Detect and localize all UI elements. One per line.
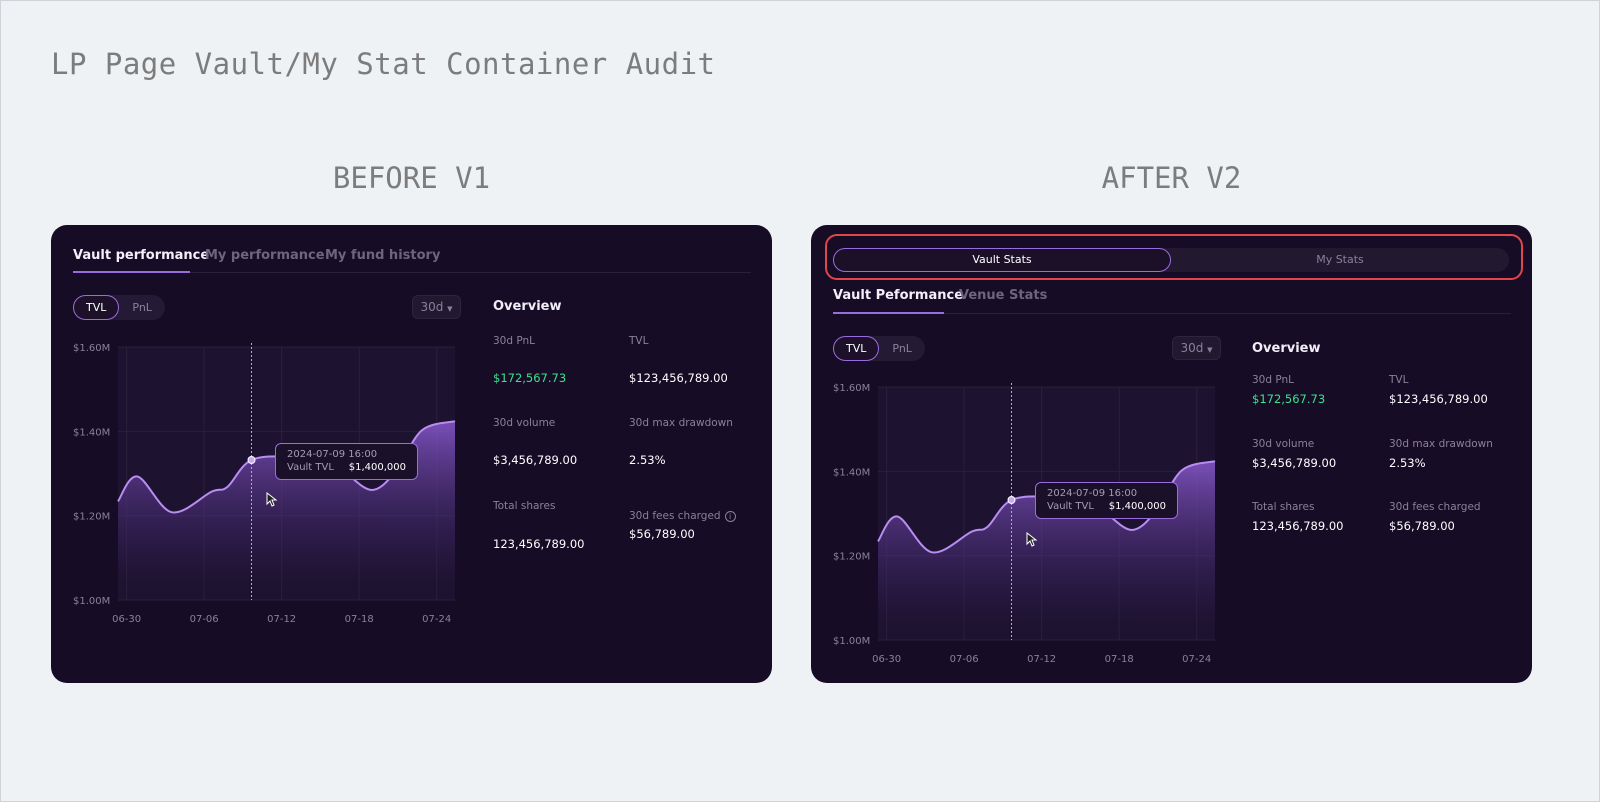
before-stat-container: Vault performance My performance My fund… [51, 225, 772, 683]
tooltip-value: $1,400,000 [348, 462, 406, 473]
toggle-pnl[interactable]: PnL [132, 301, 152, 314]
chart-tooltip: 2024-07-09 16:00 Vault TVL $1,400,000 [275, 443, 418, 480]
y-tick-label: $1.60M [73, 343, 110, 354]
x-tick-label: 07-18 [1105, 654, 1134, 665]
stats-segmented-control: Vault Stats My Stats [833, 248, 1509, 272]
tooltip-value: $1,400,000 [1108, 501, 1166, 512]
tab-divider [73, 272, 751, 273]
stat-value-tvl: $123,456,789.00 [629, 371, 728, 385]
overview-title: Overview [493, 299, 562, 314]
stat-label: Total shares [493, 500, 556, 512]
active-tab-indicator [833, 312, 944, 314]
range-value: 30d [420, 300, 444, 314]
stat-value-shares: 123,456,789.00 [1252, 519, 1344, 533]
y-tick-label: $1.00M [833, 636, 870, 647]
tooltip-date: 2024-07-09 16:00 [287, 449, 378, 460]
stat-label: 30d max drawdown [1389, 438, 1493, 450]
metric-toggle: TVL PnL [73, 295, 165, 320]
tab-vault-performance[interactable]: Vault Peformance [833, 288, 964, 303]
highlight-outline [825, 234, 1523, 280]
tvl-area [878, 461, 1215, 640]
y-tick-label: $1.00M [73, 596, 110, 607]
stat-label: 30d PnL [493, 335, 536, 347]
stat-label-fees: 30d fees charged i [629, 510, 736, 522]
tooltip-date: 2024-07-09 16:00 [1047, 488, 1138, 499]
segment-vault-stats[interactable]: Vault Stats [833, 248, 1171, 272]
hover-point [1007, 496, 1016, 505]
stat-value-drawdown: 2.53% [629, 453, 666, 467]
range-dropdown[interactable]: 30d ▼ [412, 295, 461, 319]
stat-label: Total shares [1252, 501, 1315, 513]
stat-value-pnl: $172,567.73 [1252, 392, 1326, 406]
range-dropdown[interactable]: 30d ▼ [1172, 336, 1221, 360]
stat-label: 30d fees charged [629, 510, 721, 522]
stat-value-shares: 123,456,789.00 [493, 537, 585, 551]
stat-value-fees: $56,789.00 [629, 527, 695, 541]
after-stat-container: Vault Stats My Stats Vault Peformance Ve… [811, 225, 1532, 683]
metric-toggle: TVL PnL [833, 336, 925, 361]
after-heading: AFTER V2 [1101, 161, 1242, 195]
tab-divider [833, 313, 1511, 314]
stat-value-fees: $56,789.00 [1389, 519, 1455, 533]
stat-label: 30d max drawdown [629, 417, 733, 429]
segment-my-stats[interactable]: My Stats [1316, 253, 1364, 266]
x-tick-label: 07-24 [422, 614, 451, 625]
stat-value-tvl: $123,456,789.00 [1389, 392, 1488, 406]
x-tick-label: 07-06 [190, 614, 219, 625]
x-tick-label: 07-12 [1027, 654, 1056, 665]
active-tab-indicator [73, 271, 190, 273]
x-tick-label: 06-30 [112, 614, 141, 625]
stat-label: 30d volume [1252, 438, 1315, 450]
x-tick-label: 07-06 [950, 654, 979, 665]
tooltip-series: Vault TVL [1047, 501, 1094, 512]
chart-tooltip: 2024-07-09 16:00 Vault TVL $1,400,000 [1035, 482, 1178, 519]
y-tick-label: $1.40M [73, 427, 110, 438]
page-title: LP Page Vault/My Stat Container Audit [51, 47, 716, 81]
tab-vault-performance[interactable]: Vault performance [73, 248, 210, 263]
toggle-tvl[interactable]: TVL [833, 336, 880, 361]
range-value: 30d [1180, 341, 1204, 355]
x-tick-label: 07-12 [267, 614, 296, 625]
before-heading: BEFORE V1 [332, 161, 491, 195]
stat-value-volume: $3,456,789.00 [1252, 456, 1337, 470]
stat-label: TVL [1389, 374, 1409, 386]
hover-point [247, 456, 256, 465]
tvl-area [118, 421, 455, 600]
caret-down-icon: ▼ [447, 305, 453, 313]
toggle-tvl[interactable]: TVL [73, 295, 120, 320]
stat-label: TVL [629, 335, 649, 347]
y-tick-label: $1.60M [833, 383, 870, 394]
tvl-chart[interactable]: $1.00M $1.20M $1.40M $1.60M 06-30 07-06 07-12 0… [811, 225, 1532, 683]
stat-label: 30d volume [493, 417, 556, 429]
x-tick-label: 07-18 [345, 614, 374, 625]
caret-down-icon: ▼ [1207, 346, 1213, 354]
y-tick-label: $1.20M [73, 512, 110, 523]
tab-venue-stats[interactable]: Venue Stats [959, 288, 1048, 303]
stat-value-drawdown: 2.53% [1389, 456, 1426, 470]
toggle-pnl[interactable]: PnL [892, 342, 912, 355]
y-tick-label: $1.20M [833, 552, 870, 563]
overview-title: Overview [1252, 341, 1321, 356]
tab-my-fund-history[interactable]: My fund history [325, 248, 441, 263]
x-tick-label: 07-24 [1182, 654, 1211, 665]
x-tick-label: 06-30 [872, 654, 901, 665]
tooltip-series: Vault TVL [287, 462, 334, 473]
y-tick-label: $1.40M [833, 467, 870, 478]
stat-label: 30d fees charged [1389, 501, 1481, 513]
info-icon[interactable]: i [724, 510, 736, 522]
mouse-cursor-icon [1026, 532, 1038, 547]
mouse-cursor-icon [266, 492, 278, 507]
tab-my-performance[interactable]: My performance [205, 248, 325, 263]
stat-value-pnl: $172,567.73 [493, 371, 567, 385]
stat-label: 30d PnL [1252, 374, 1295, 386]
stat-value-volume: $3,456,789.00 [493, 453, 578, 467]
